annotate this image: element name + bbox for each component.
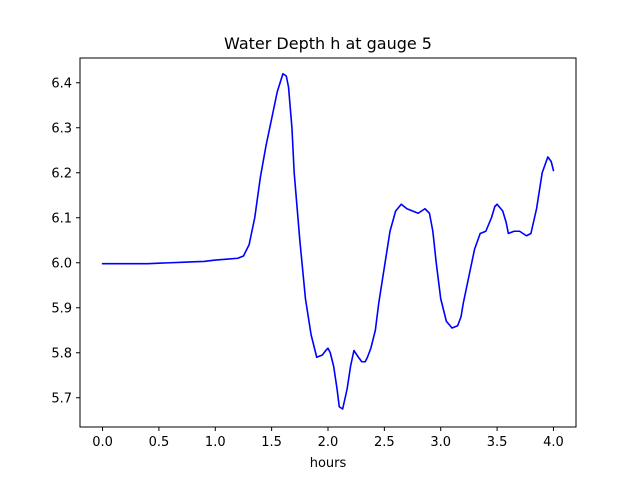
x-axis: 0.0 0.5 1.0 1.5 2.0 2.5 3.0 3.5 4.0 <box>92 427 564 450</box>
x-tick-label: 1.5 <box>261 435 282 450</box>
x-axis-label: hours <box>310 456 347 471</box>
y-tick-label: 5.9 <box>51 301 72 316</box>
x-tick-label: 4.0 <box>543 435 564 450</box>
x-tick-label: 2.5 <box>374 435 395 450</box>
x-tick-label: 0.5 <box>149 435 170 450</box>
x-tick-label: 2.0 <box>318 435 339 450</box>
x-tick-label: 1.0 <box>205 435 226 450</box>
x-tick-label: 3.0 <box>430 435 451 450</box>
y-tick-label: 5.8 <box>51 346 72 361</box>
x-tick-label: 0.0 <box>92 435 113 450</box>
chart-title: Water Depth h at gauge 5 <box>224 34 432 53</box>
y-tick-label: 6.3 <box>51 121 72 136</box>
y-axis: 5.7 5.8 5.9 6.0 6.1 6.2 6.3 6.4 <box>51 76 80 406</box>
plot-area <box>101 72 555 410</box>
y-tick-label: 6.1 <box>51 211 72 226</box>
x-tick-label: 3.5 <box>487 435 508 450</box>
y-tick-label: 6.2 <box>51 166 72 181</box>
y-tick-label: 6.0 <box>51 256 72 271</box>
y-tick-label: 5.7 <box>51 391 72 406</box>
series-line-1 <box>101 72 555 410</box>
y-tick-label: 6.4 <box>51 76 72 91</box>
